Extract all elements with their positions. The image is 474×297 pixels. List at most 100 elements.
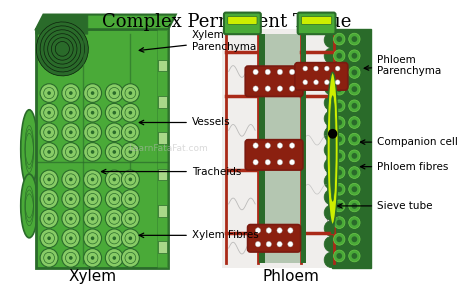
Text: Complex Permanent Tissue: Complex Permanent Tissue: [102, 12, 352, 31]
Circle shape: [105, 229, 123, 248]
Circle shape: [334, 150, 345, 162]
Circle shape: [69, 178, 73, 181]
Text: Phloem fibres: Phloem fibres: [360, 162, 448, 172]
Circle shape: [91, 197, 94, 201]
Circle shape: [105, 103, 123, 122]
Polygon shape: [36, 15, 88, 34]
Circle shape: [334, 217, 345, 228]
Circle shape: [128, 178, 132, 181]
Circle shape: [324, 189, 339, 205]
Circle shape: [352, 236, 357, 242]
Text: Sieve tube: Sieve tube: [338, 201, 433, 211]
Circle shape: [324, 205, 339, 221]
Circle shape: [334, 100, 345, 112]
Circle shape: [121, 170, 139, 189]
Circle shape: [290, 159, 295, 165]
Circle shape: [277, 143, 283, 148]
Circle shape: [40, 103, 58, 122]
Circle shape: [334, 183, 345, 195]
Circle shape: [128, 111, 132, 115]
Circle shape: [349, 150, 360, 162]
Circle shape: [40, 249, 58, 267]
Circle shape: [352, 203, 357, 209]
Circle shape: [105, 209, 123, 228]
Circle shape: [324, 221, 339, 236]
Circle shape: [314, 66, 319, 71]
Circle shape: [40, 84, 58, 102]
Circle shape: [83, 190, 101, 208]
Circle shape: [62, 190, 80, 208]
Circle shape: [349, 67, 360, 78]
Circle shape: [352, 69, 357, 75]
Circle shape: [128, 91, 132, 95]
Circle shape: [324, 64, 339, 79]
Circle shape: [40, 170, 58, 189]
Circle shape: [62, 170, 80, 189]
Circle shape: [337, 53, 342, 59]
Circle shape: [105, 249, 123, 267]
Circle shape: [253, 143, 258, 148]
Circle shape: [69, 236, 73, 240]
FancyBboxPatch shape: [330, 34, 336, 263]
Circle shape: [337, 86, 342, 92]
Circle shape: [349, 200, 360, 212]
FancyBboxPatch shape: [224, 12, 261, 34]
Circle shape: [352, 186, 357, 192]
Circle shape: [255, 241, 261, 247]
Polygon shape: [36, 15, 176, 29]
Circle shape: [91, 236, 94, 240]
Circle shape: [337, 220, 342, 225]
Text: Xylem: Xylem: [69, 269, 117, 285]
Circle shape: [265, 159, 270, 165]
Circle shape: [290, 86, 295, 91]
Circle shape: [40, 229, 58, 248]
Circle shape: [277, 86, 283, 91]
Circle shape: [349, 250, 360, 262]
Circle shape: [47, 236, 51, 240]
Circle shape: [47, 130, 51, 134]
FancyBboxPatch shape: [158, 60, 167, 72]
Circle shape: [69, 130, 73, 134]
Circle shape: [83, 209, 101, 228]
Circle shape: [121, 229, 139, 248]
Circle shape: [112, 178, 116, 181]
Circle shape: [83, 170, 101, 189]
Text: Vessels: Vessels: [139, 118, 230, 127]
Circle shape: [324, 252, 339, 268]
FancyBboxPatch shape: [259, 34, 300, 263]
FancyBboxPatch shape: [332, 29, 372, 268]
FancyBboxPatch shape: [295, 63, 348, 90]
FancyBboxPatch shape: [301, 17, 332, 24]
Circle shape: [128, 256, 132, 260]
FancyBboxPatch shape: [247, 225, 301, 252]
Circle shape: [349, 33, 360, 45]
Circle shape: [128, 130, 132, 134]
Text: Xylem
Parenchyma: Xylem Parenchyma: [139, 30, 256, 52]
Circle shape: [91, 178, 94, 181]
Circle shape: [337, 136, 342, 142]
Circle shape: [352, 86, 357, 92]
Circle shape: [352, 220, 357, 225]
Circle shape: [337, 36, 342, 42]
Circle shape: [314, 80, 319, 85]
Circle shape: [349, 50, 360, 62]
Circle shape: [352, 53, 357, 59]
Text: Phloem: Phloem: [263, 269, 319, 285]
Circle shape: [337, 186, 342, 192]
Circle shape: [62, 123, 80, 142]
Ellipse shape: [21, 174, 38, 238]
Circle shape: [349, 217, 360, 228]
Circle shape: [40, 209, 58, 228]
Circle shape: [47, 256, 51, 260]
FancyBboxPatch shape: [158, 96, 167, 108]
Circle shape: [334, 167, 345, 178]
Circle shape: [253, 86, 258, 91]
Circle shape: [335, 80, 340, 85]
Ellipse shape: [330, 96, 335, 201]
Circle shape: [112, 130, 116, 134]
Circle shape: [337, 170, 342, 176]
Circle shape: [352, 120, 357, 125]
Circle shape: [349, 83, 360, 95]
Circle shape: [105, 190, 123, 208]
Circle shape: [91, 130, 94, 134]
